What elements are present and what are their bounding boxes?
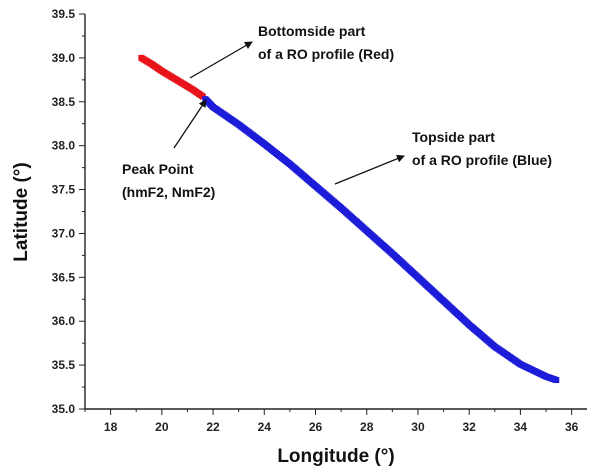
plot-area bbox=[85, 14, 587, 409]
y-tick-label: 38.5 bbox=[52, 95, 76, 109]
y-tick-label: 36.5 bbox=[52, 270, 76, 284]
annotation-text: Topside part bbox=[412, 129, 495, 145]
x-tick-label: 28 bbox=[360, 420, 374, 434]
x-tick-label: 20 bbox=[155, 420, 169, 434]
x-tick-label: 30 bbox=[411, 420, 425, 434]
x-tick-label: 34 bbox=[514, 420, 528, 434]
x-tick-label: 32 bbox=[463, 420, 477, 434]
x-tick-label: 22 bbox=[206, 420, 220, 434]
annotation-text: of a RO profile (Blue) bbox=[412, 152, 552, 168]
annotation-arrow bbox=[173, 99, 207, 149]
y-tick-label: 38.0 bbox=[52, 139, 76, 153]
annotations: Bottomside part of a RO profile (Red) Tops… bbox=[122, 23, 552, 200]
y-tick-label: 37.0 bbox=[52, 226, 76, 240]
x-tick-label: 24 bbox=[258, 420, 272, 434]
annotation-2: Peak Point (hmF2, NmF2) bbox=[122, 99, 215, 200]
y-tick-label: 35.5 bbox=[52, 358, 76, 372]
x-tick-label: 18 bbox=[104, 420, 118, 434]
series-1 bbox=[202, 96, 560, 384]
x-tick-label: 26 bbox=[309, 420, 323, 434]
annotation-0: Bottomside part of a RO profile (Red) bbox=[189, 23, 394, 79]
annotation-text: (hmF2, NmF2) bbox=[122, 184, 215, 200]
annotation-1: Topside part of a RO profile (Blue) bbox=[334, 129, 552, 185]
y-tick-label: 35.0 bbox=[52, 402, 76, 416]
annotation-arrow bbox=[334, 154, 405, 185]
y-tick-label: 39.5 bbox=[52, 7, 76, 21]
x-tick-label: 36 bbox=[565, 420, 579, 434]
annotation-text: of a RO profile (Red) bbox=[258, 46, 394, 62]
annotation-text: Peak Point bbox=[122, 161, 194, 177]
y-axis-title: Latitude (°) bbox=[11, 162, 32, 261]
axes: 18 20 22 24 26 28 30 32 34 36 35.0 35.5 36.0 36.5 37.0… bbox=[52, 7, 587, 434]
annotation-text: Bottomside part bbox=[258, 23, 366, 39]
y-tick-label: 39.0 bbox=[52, 51, 76, 65]
data-point bbox=[553, 377, 560, 384]
annotation-arrow bbox=[189, 41, 253, 79]
x-axis-title: Longitude (°) bbox=[277, 446, 394, 467]
y-tick-label: 37.5 bbox=[52, 183, 76, 197]
y-tick-label: 36.0 bbox=[52, 314, 76, 328]
data-marks bbox=[138, 54, 560, 384]
